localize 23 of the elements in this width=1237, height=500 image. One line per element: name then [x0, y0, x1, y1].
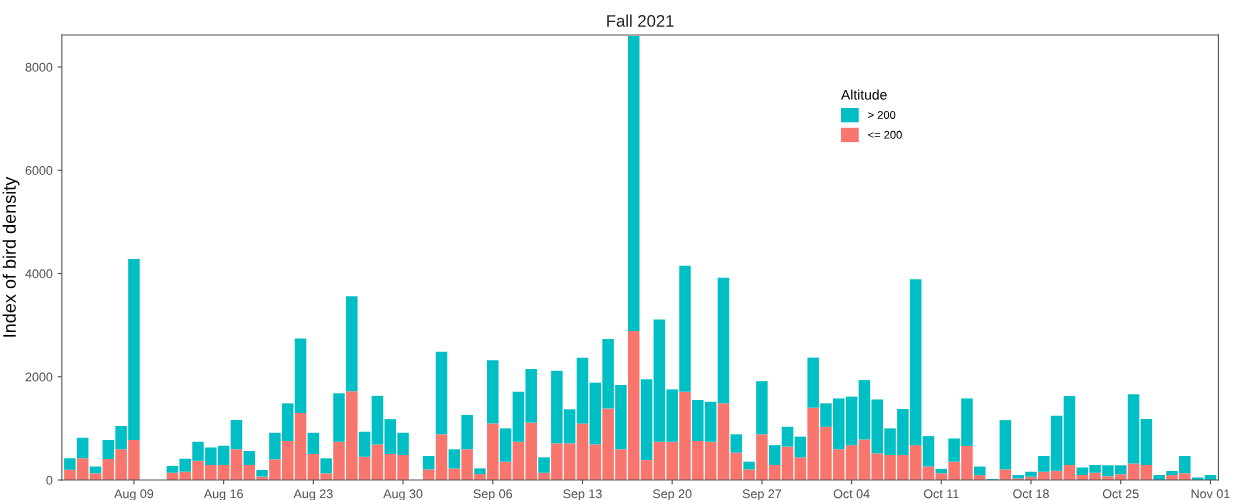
x-tick-label: Aug 09 [114, 489, 154, 500]
x-tick-label: Oct 25 [1102, 489, 1139, 499]
legend-label: > 200 [868, 111, 896, 119]
chart-title: Fall 2021 [607, 14, 674, 27]
x-tick-label: Oct 04 [833, 489, 870, 499]
x-tick-label: Sep 27 [742, 489, 782, 500]
x-tick-label: Nov 01 [1191, 489, 1230, 499]
y-axis-title: Index of bird density [2, 176, 20, 337]
legend-label: <= 200 [868, 130, 902, 139]
y-tick-label: 8000 [25, 62, 53, 72]
x-tick-label: Oct 18 [1013, 489, 1049, 499]
x-tick-label: Aug 23 [293, 489, 333, 500]
x-tick-label: Aug 16 [203, 489, 243, 500]
y-tick-label: 4000 [25, 269, 53, 279]
y-tick-label: 2000 [25, 372, 53, 382]
x-tick-label: Sep 13 [563, 489, 602, 500]
x-tick-label: Sep 06 [473, 489, 513, 500]
y-tick-label: 0 [46, 475, 53, 485]
y-tick-label: 6000 [25, 166, 53, 175]
legend-title: Altitude [841, 89, 887, 100]
x-tick-label: Sep 20 [652, 489, 692, 500]
x-tick-label: Aug 30 [383, 489, 423, 500]
x-tick-label: Oct 11 [923, 489, 959, 499]
